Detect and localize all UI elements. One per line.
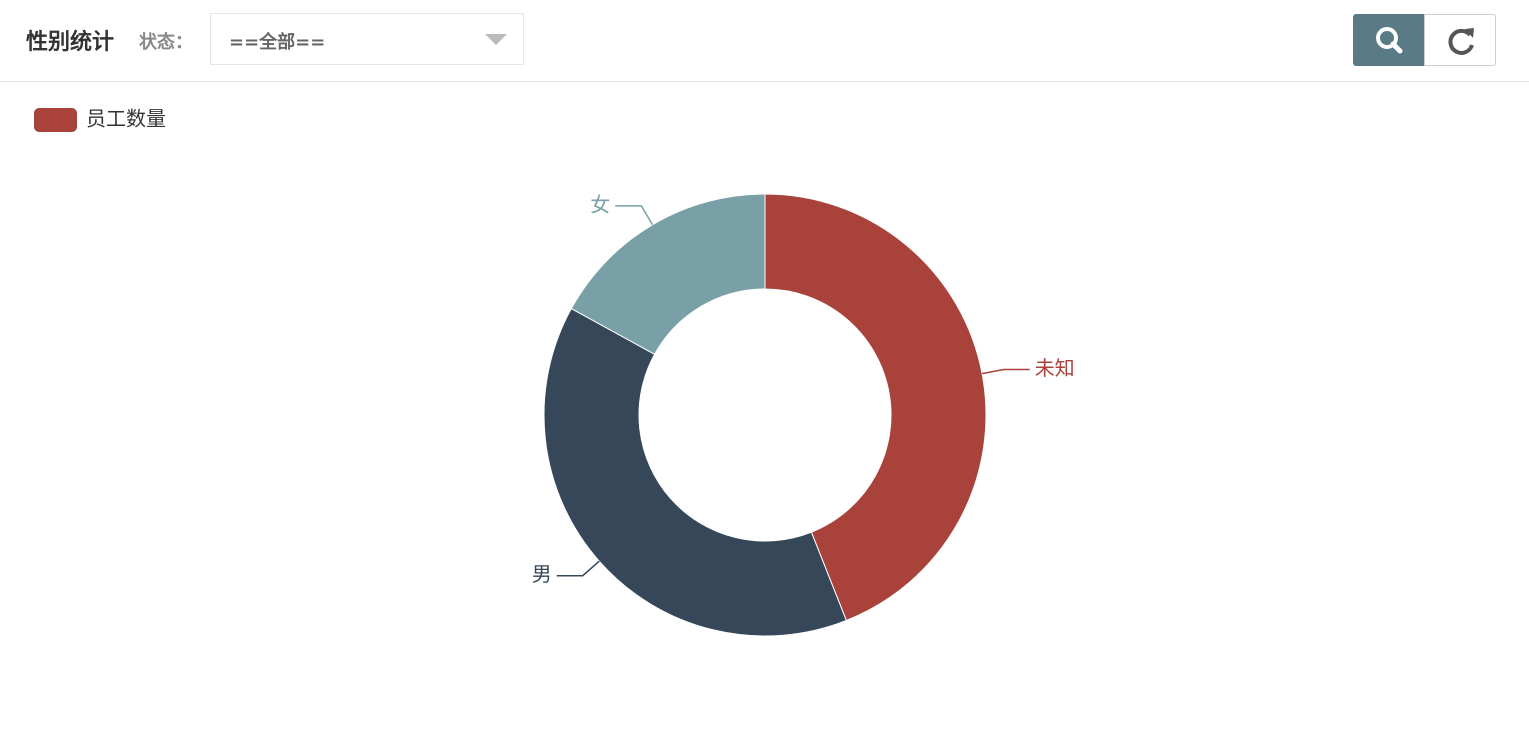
dropdown-arrow [485, 34, 507, 45]
slice-label: 男 [532, 562, 552, 586]
refresh-icon [1448, 28, 1474, 55]
search-button[interactable] [1353, 14, 1425, 66]
refresh-button[interactable] [1424, 14, 1496, 66]
label-line [556, 560, 600, 577]
slice-label: 女 [590, 192, 610, 216]
select-value: ==全部== [229, 32, 326, 53]
page-title: 性别统计 [26, 30, 115, 55]
chart: 员工数量 未知男 女 [34, 107, 1075, 637]
legend-swatch [34, 108, 77, 132]
label-line [981, 368, 1030, 375]
header: 性别统计 状态： ==全部== [0, 0, 1529, 82]
pie-slice [543, 307, 848, 637]
label-line [615, 205, 654, 226]
slice-label: 未知 [1035, 356, 1075, 380]
pie-slice [570, 193, 766, 355]
pie-slice [764, 193, 987, 622]
filter-label: 状态： [139, 32, 193, 53]
legend-label: 员工数量 [86, 107, 166, 131]
search-icon [1376, 27, 1403, 54]
status-select[interactable]: ==全部== [210, 13, 524, 65]
